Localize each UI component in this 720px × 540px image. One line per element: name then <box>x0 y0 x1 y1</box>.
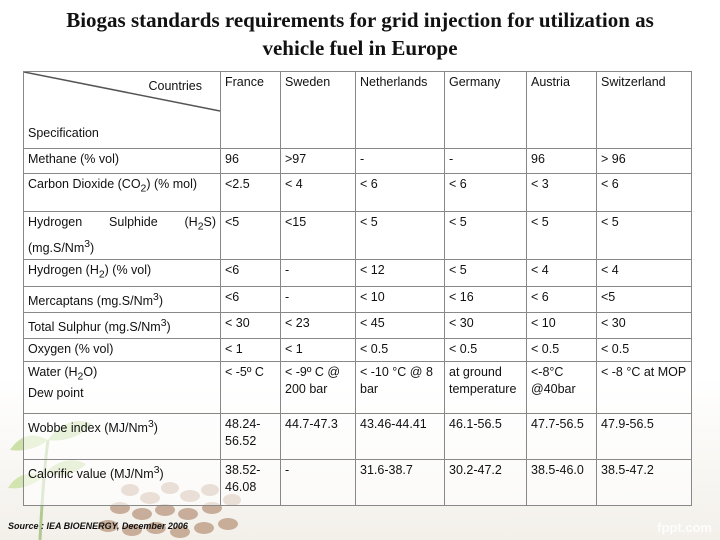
value-cell: < -5º C <box>220 360 281 414</box>
value-cell: - <box>280 458 356 506</box>
table-row: Water (H2O) Dew point < -5º C < -9º C @ 2… <box>23 360 692 414</box>
country-sweden: Sweden <box>280 71 356 149</box>
value-cell: 43.46-44.41 <box>355 412 445 460</box>
spec-cell: Wobbe index (MJ/Nm3) <box>23 412 221 460</box>
value-cell: <15 <box>280 211 356 260</box>
value-cell: <2.5 <box>220 173 281 212</box>
value-cell: 38.52-46.08 <box>220 458 281 506</box>
header-corner-cell: Countries Specification <box>23 71 221 149</box>
value-cell: < -8 °C at MOP <box>596 360 692 414</box>
value-cell: <5 <box>596 285 692 313</box>
table-row: Total Sulphur (mg.S/Nm3) < 30 < 23 < 45 … <box>23 311 692 339</box>
countries-label: Countries <box>148 79 203 93</box>
country-switzerland: Switzerland <box>596 71 692 149</box>
diagonal-divider <box>24 72 221 112</box>
value-cell: < 6 <box>596 173 692 212</box>
value-cell: < 5 <box>444 259 527 287</box>
value-cell: < 16 <box>444 285 527 313</box>
spec-cell: Carbon Dioxide (CO2) (% mol) <box>23 173 221 212</box>
value-cell: < -9º C @ 200 bar <box>280 360 356 414</box>
spec-cell: Water (H2O) Dew point <box>23 360 221 414</box>
value-cell: < 23 <box>280 311 356 339</box>
value-cell: - <box>444 148 527 174</box>
value-cell: 96 <box>220 148 281 174</box>
table-row: Calorific value (MJ/Nm3) 38.52-46.08 - 3… <box>23 458 692 506</box>
value-cell: < 45 <box>355 311 445 339</box>
value-cell: < 0.5 <box>444 337 527 362</box>
value-cell: < 6 <box>444 173 527 212</box>
title-line-2: vehicle fuel in Europe <box>262 36 458 60</box>
value-cell: > 96 <box>596 148 692 174</box>
fppt-watermark: fppt.com <box>657 520 712 535</box>
table-row: Mercaptans (mg.S/Nm3) <6 - < 10 < 16 < 6… <box>23 285 692 313</box>
table-header-row: Countries Specification France Sweden Ne… <box>23 71 692 149</box>
value-cell: 96 <box>526 148 597 174</box>
value-cell: < 1 <box>220 337 281 362</box>
value-cell: 44.7-47.3 <box>280 412 356 460</box>
value-cell: < 5 <box>444 211 527 260</box>
value-cell: < 3 <box>526 173 597 212</box>
value-cell: at ground temperature <box>444 360 527 414</box>
country-france: France <box>220 71 281 149</box>
biogas-standards-table: Countries Specification France Sweden Ne… <box>23 71 692 506</box>
value-cell: < 4 <box>280 173 356 212</box>
value-cell: < 0.5 <box>355 337 445 362</box>
value-cell: 47.9-56.5 <box>596 412 692 460</box>
value-cell: >97 <box>280 148 356 174</box>
table-row: Wobbe index (MJ/Nm3) 48.24-56.52 44.7-47… <box>23 412 692 460</box>
value-cell: 46.1-56.5 <box>444 412 527 460</box>
slide-title: Biogas standards requirements for grid i… <box>0 6 720 62</box>
value-cell: 30.2-47.2 <box>444 458 527 506</box>
table-row: Hydrogen (H2) (% vol) <6 - < 12 < 5 < 4 … <box>23 259 692 287</box>
value-cell: < 10 <box>526 311 597 339</box>
source-citation: Source : IEA BIOENERGY, December 2006 <box>8 521 188 531</box>
country-austria: Austria <box>526 71 597 149</box>
value-cell: < 30 <box>596 311 692 339</box>
value-cell: < 5 <box>596 211 692 260</box>
value-cell: < 0.5 <box>526 337 597 362</box>
value-cell: <-8°C @40bar <box>526 360 597 414</box>
spec-cell: Calorific value (MJ/Nm3) <box>23 458 221 506</box>
country-netherlands: Netherlands <box>355 71 445 149</box>
country-germany: Germany <box>444 71 527 149</box>
spec-cell: Methane (% vol) <box>23 148 221 174</box>
value-cell: < 12 <box>355 259 445 287</box>
table-row: Hydrogen Sulphide (H2S) (mg.S/Nm3) <5 <1… <box>23 211 692 260</box>
value-cell: <6 <box>220 259 281 287</box>
value-cell: < 5 <box>526 211 597 260</box>
spec-cell: Hydrogen Sulphide (H2S) (mg.S/Nm3) <box>23 211 221 260</box>
value-cell: < 30 <box>220 311 281 339</box>
value-cell: < 30 <box>444 311 527 339</box>
value-cell: < 6 <box>526 285 597 313</box>
table-row: Oxygen (% vol) < 1 < 1 < 0.5 < 0.5 < 0.5… <box>23 337 692 362</box>
value-cell: 38.5-47.2 <box>596 458 692 506</box>
value-cell: <6 <box>220 285 281 313</box>
spec-cell: Total Sulphur (mg.S/Nm3) <box>23 311 221 339</box>
value-cell: 38.5-46.0 <box>526 458 597 506</box>
value-cell: < 0.5 <box>596 337 692 362</box>
specification-label: Specification <box>28 126 99 140</box>
spec-cell: Mercaptans (mg.S/Nm3) <box>23 285 221 313</box>
value-cell: - <box>355 148 445 174</box>
value-cell: < 4 <box>526 259 597 287</box>
value-cell: - <box>280 259 356 287</box>
value-cell: < 1 <box>280 337 356 362</box>
table-row: Carbon Dioxide (CO2) (% mol) <2.5 < 4 < … <box>23 173 692 212</box>
spec-cell: Oxygen (% vol) <box>23 337 221 362</box>
value-cell: 47.7-56.5 <box>526 412 597 460</box>
value-cell: < 6 <box>355 173 445 212</box>
value-cell: < 5 <box>355 211 445 260</box>
value-cell: < 10 <box>355 285 445 313</box>
value-cell: <5 <box>220 211 281 260</box>
title-line-1: Biogas standards requirements for grid i… <box>66 8 654 32</box>
value-cell: < -10 °C @ 8 bar <box>355 360 445 414</box>
value-cell: 48.24-56.52 <box>220 412 281 460</box>
value-cell: - <box>280 285 356 313</box>
value-cell: < 4 <box>596 259 692 287</box>
spec-cell: Hydrogen (H2) (% vol) <box>23 259 221 287</box>
table-row: Methane (% vol) 96 >97 - - 96 > 96 <box>23 148 692 174</box>
value-cell: 31.6-38.7 <box>355 458 445 506</box>
